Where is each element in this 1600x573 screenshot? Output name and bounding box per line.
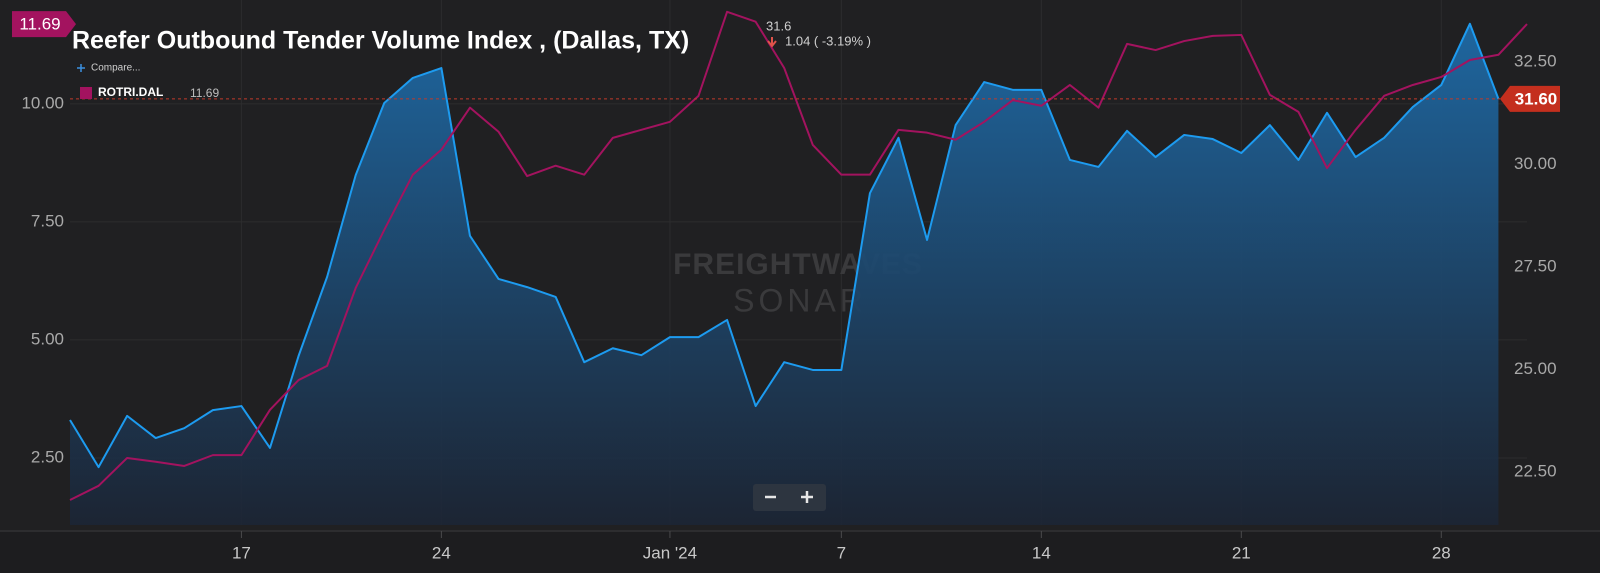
x-tick-label: 28: [1432, 543, 1451, 562]
header: Reefer Outbound Tender Volume Index , (D…: [72, 18, 871, 100]
left-badge-label: 11.69: [19, 15, 60, 34]
zoom-in[interactable]: [791, 486, 824, 509]
x-tick-label: 17: [232, 543, 251, 562]
compare-label[interactable]: Compare...: [91, 63, 140, 74]
right-badge-label: 31.60: [1515, 89, 1558, 108]
area: [70, 23, 1499, 525]
plot: [69, 10, 1528, 525]
y-tick-label: 5.00: [31, 329, 64, 348]
zoom-out[interactable]: [755, 486, 788, 509]
plus-icon: [801, 491, 813, 503]
x-tick-label: 24: [432, 543, 451, 562]
watermark: SONAR: [733, 282, 867, 318]
y-tick-label: 10.00: [21, 93, 64, 112]
plus-icon: [77, 64, 85, 72]
compare-button[interactable]: Compare...: [77, 63, 140, 74]
x-tick-label: 14: [1032, 543, 1051, 562]
change: 1.04 ( -3.19% ): [785, 33, 871, 48]
x-tick-label: Jan '24: [643, 543, 697, 562]
x-tick-label: 7: [837, 543, 846, 562]
line: [69, 22, 1500, 469]
current-value: 31.6: [766, 18, 791, 33]
chart-title: Reefer Outbound Tender Volume Index , (D…: [72, 27, 689, 55]
y2-tick-label: 30.00: [1514, 154, 1557, 173]
x-tick-label: 21: [1232, 543, 1251, 562]
y2-tick-label: 32.50: [1514, 51, 1557, 70]
y2-tick-label: 27.50: [1514, 256, 1557, 275]
down-arrow: [767, 37, 777, 48]
legend-swatch: [80, 87, 92, 99]
y-tick-label: 7.50: [31, 211, 64, 230]
y-tick-label: 2.50: [31, 447, 64, 466]
legend-value: 11.69: [190, 86, 219, 100]
y2-tick-label: 25.00: [1514, 359, 1557, 378]
left-badge: [12, 11, 76, 38]
y2-tick-label: 22.50: [1514, 462, 1557, 481]
zoom-controls: [753, 484, 826, 511]
legend-label[interactable]: ROTRI.DAL: [98, 85, 163, 99]
x-axis-strip: [0, 532, 1600, 573]
line: [69, 10, 1528, 501]
right-badge: [1500, 85, 1560, 112]
